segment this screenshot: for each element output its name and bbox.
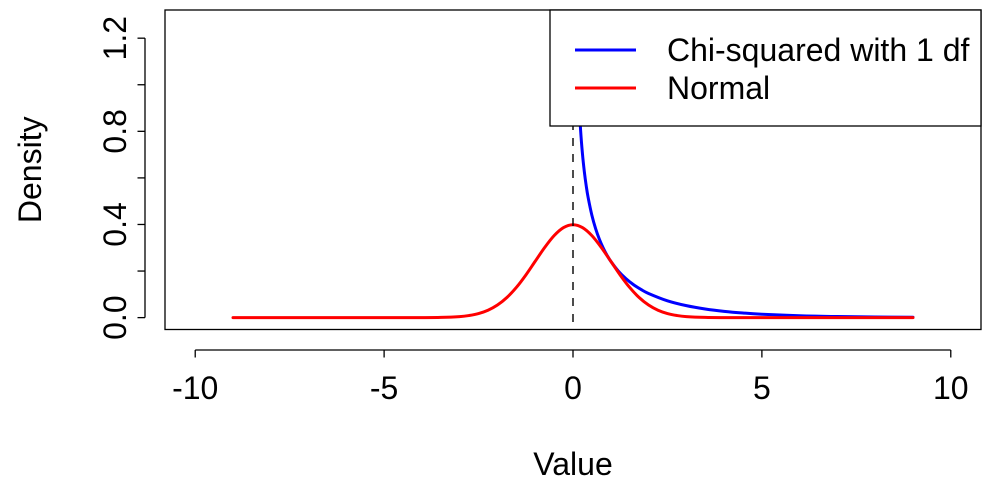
y-axis: 0.0 0.4 0.8 1.2 [97, 16, 146, 340]
x-tick-label: 10 [933, 370, 969, 406]
y-tick-label: 0.8 [97, 109, 133, 153]
x-tick-label: -10 [172, 370, 218, 406]
legend-box [549, 9, 982, 127]
y-axis-title: Density [12, 116, 48, 223]
y-tick-label: 0.4 [97, 202, 133, 246]
x-axis: -10 -5 0 5 10 [172, 349, 969, 406]
legend-label-chi-squared: Chi-squared with 1 df [667, 32, 969, 68]
legend-label-normal: Normal [667, 70, 770, 106]
x-axis-title: Value [533, 446, 612, 480]
y-tick-label: 0.0 [97, 295, 133, 339]
legend: Chi-squared with 1 df Normal [549, 9, 982, 127]
x-tick-label: -5 [370, 370, 398, 406]
x-tick-label: 0 [564, 370, 582, 406]
y-tick-label: 1.2 [97, 16, 133, 60]
x-tick-label: 5 [753, 370, 771, 406]
